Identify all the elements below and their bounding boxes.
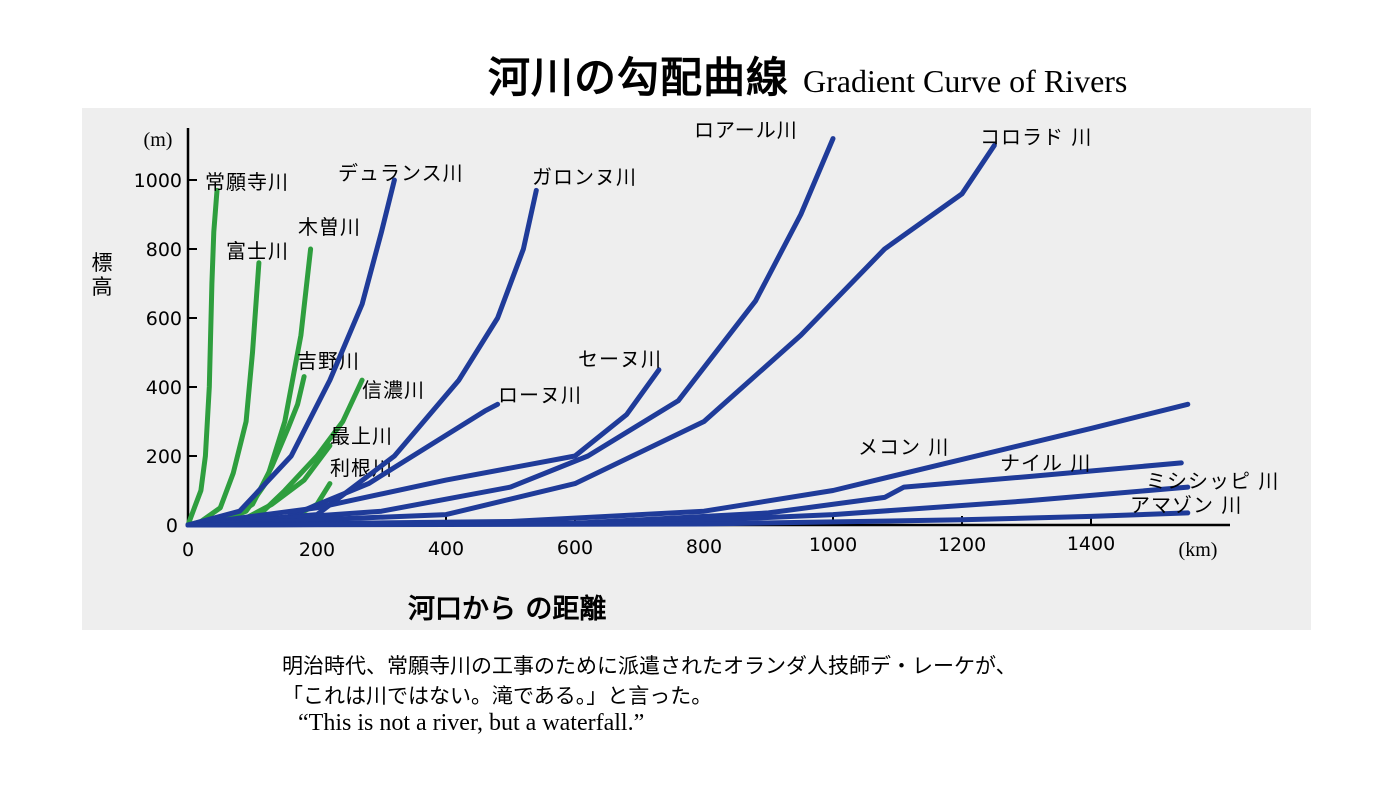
series-label: メコン 川: [858, 435, 949, 459]
series-label: ガロンヌ川: [532, 165, 637, 189]
series-label: 常願寺川: [205, 170, 289, 194]
series-label: コロラド 川: [980, 125, 1092, 149]
series-label: デュランス川: [338, 161, 464, 185]
x-axis-title: 河口から の距離: [408, 593, 606, 625]
x-tick-label: 800: [686, 536, 722, 558]
series-line: [185, 136, 836, 528]
series-line: [185, 177, 397, 528]
y-tick-label: 1000: [134, 170, 182, 192]
x-tick-label: 1000: [809, 534, 857, 556]
x-tick-label: 200: [299, 539, 335, 561]
y-unit-label: (m): [144, 129, 173, 151]
caption-line-2: 「これは川ではない。滝である。」と言った。: [282, 684, 713, 708]
series-line: [185, 143, 997, 528]
y-tick-label: 800: [146, 239, 182, 261]
series-label: 最上川: [330, 424, 393, 448]
x-unit-label: (km): [1179, 539, 1218, 561]
x-tick-label: 600: [557, 537, 593, 559]
y-tick-label: 600: [146, 308, 182, 330]
series-line: [185, 367, 662, 528]
y-axis-title: 標高: [92, 251, 113, 299]
series-label: 信濃川: [362, 378, 425, 402]
series-label: 吉野川: [297, 349, 360, 373]
y-tick-label: 0: [166, 515, 178, 537]
series-label: 富士川: [226, 239, 289, 263]
x-tick-label: 0: [182, 539, 194, 561]
series-label: ミシシッピ 川: [1146, 469, 1279, 493]
series-label: 木曽川: [298, 215, 361, 239]
chart-title-en: Gradient Curve of Rivers: [803, 63, 1128, 99]
x-tick-label: 1200: [938, 534, 986, 556]
series-line: [185, 187, 220, 528]
x-tick-label: 1400: [1067, 533, 1115, 555]
series-label: アマゾン 川: [1130, 493, 1242, 517]
chart-panel: [82, 108, 1311, 630]
caption-line-1: 明治時代、常願寺川の工事のために派遣されたオランダ人技師デ・レーケが、: [282, 654, 1017, 678]
chart-title-jp: 河川の勾配曲線: [488, 53, 790, 102]
series-line: [185, 510, 1191, 528]
y-tick-label: 400: [146, 377, 182, 399]
series-label: セーヌ川: [578, 347, 662, 371]
series-label: ロアール川: [694, 118, 798, 142]
x-tick-label: 400: [428, 538, 464, 560]
chart-title: 河川の勾配曲線 Gradient Curve of Rivers: [488, 44, 1127, 105]
series-label: ローヌ川: [498, 383, 582, 407]
y-tick-label: 200: [146, 446, 182, 468]
series-label: ナイル 川: [1000, 451, 1091, 475]
quote-text: “This is not a river, but a waterfall.”: [298, 710, 645, 736]
